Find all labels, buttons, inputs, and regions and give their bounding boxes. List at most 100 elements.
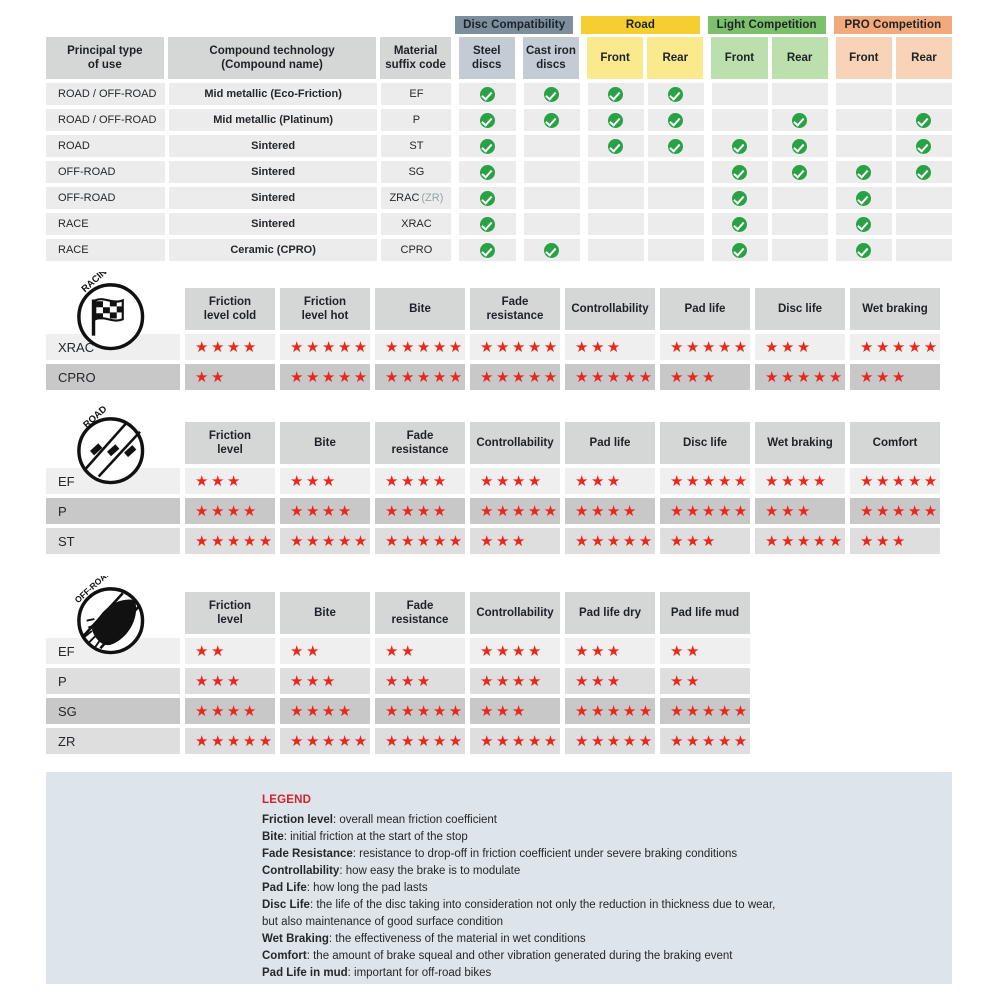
star-rating: ★★★ (575, 338, 623, 356)
column-header-line1: Bite (314, 436, 336, 449)
table-row: ROAD / OFF-ROAD Mid metallic (Eco-Frictio… (46, 83, 952, 105)
star-rating: ★★★★★ (480, 732, 560, 750)
rating-cell: ★★★★★ (280, 528, 370, 554)
check-icon (732, 164, 748, 180)
check-icon (544, 112, 560, 128)
column-header: Disc life (660, 422, 750, 464)
column-header: Comfort (850, 422, 940, 464)
rating-cell: ★★★ (565, 334, 655, 360)
compatibility-group-header-row: Disc Compatibility Road Light Competitio… (46, 16, 953, 34)
header-road-rear: Rear (647, 37, 704, 79)
legend-description: : initial friction at the start of the s… (283, 831, 468, 844)
check-icon (732, 190, 748, 206)
legend-term: Fade Resistance (262, 848, 353, 861)
cell-compound-technology: Sintered (168, 161, 378, 183)
check-icon (792, 112, 808, 128)
legend-title: LEGEND (262, 794, 312, 806)
table-row: P ★★★★ ★★★★ ★★★★ ★★★★★ ★★★★ ★★★★★ ★★★ ★★★★★ (46, 498, 952, 524)
table-row: P ★★★ ★★★ ★★★ ★★★★ ★★★ ★★ (46, 668, 952, 694)
star-rating: ★★★★★ (575, 702, 655, 720)
cell-empty (895, 187, 952, 209)
star-rating: ★★★★★ (575, 368, 655, 386)
cell-empty (711, 109, 768, 131)
star-rating: ★★★★★ (575, 532, 655, 550)
check-icon (668, 138, 684, 154)
road-header-row: Friction level Bite Fade resistance Controlla… (46, 422, 952, 464)
column-header: Friction level (185, 592, 275, 634)
column-header-line1: Pad life dry (579, 606, 641, 619)
rating-cell: ★★★ (850, 364, 940, 390)
cell-principal-type: ROAD / OFF-ROAD (46, 83, 165, 105)
rating-cell: ★★★ (185, 668, 275, 694)
star-rating: ★★★ (765, 502, 813, 520)
star-rating: ★★★★★ (670, 732, 750, 750)
legend-lines: Friction level: overall mean friction co… (262, 812, 952, 982)
header-material-line2: suffix code (385, 59, 446, 71)
cell-compatible-check (771, 135, 828, 157)
header-cast-line2: discs (536, 59, 566, 71)
column-header-line1: Wet braking (767, 436, 833, 449)
offroad-header-row: Friction level Bite Fade resistance Controlla… (46, 592, 952, 634)
column-header: Pad life (660, 288, 750, 330)
star-rating: ★★★★★ (290, 732, 370, 750)
rating-cell: ★★★★ (375, 468, 465, 494)
legend-description: : overall mean friction coefficient (332, 814, 497, 826)
check-icon (792, 138, 808, 154)
cell-compatible-check (459, 239, 516, 261)
check-icon (479, 112, 495, 128)
rating-cell: ★★★★★ (185, 728, 275, 754)
cell-code-suffix: (ZR) (421, 192, 444, 204)
group-spacer-code (377, 16, 447, 34)
column-header: Bite (280, 422, 370, 464)
legend-description: but also maintenance of good surface con… (262, 916, 504, 929)
legend-term: Friction level (262, 814, 333, 826)
check-icon (916, 138, 932, 154)
legend-entry: Bite: initial friction at the start of t… (262, 829, 952, 846)
table-row: EF ★★★ ★★★ ★★★★ ★★★★ ★★★ ★★★★★ ★★★★ ★★★★★ (46, 468, 952, 494)
check-icon (732, 138, 748, 154)
column-header: Controllability (565, 288, 655, 330)
header-principal-type: Principal type of use (46, 37, 164, 79)
compatibility-body: ROAD / OFF-ROAD Mid metallic (Eco-Frictio… (46, 83, 952, 261)
rating-cell: ★★★★★ (850, 334, 940, 360)
star-rating: ★★★★★ (670, 472, 750, 490)
racing-body: XRAC ★★★★ ★★★★★ ★★★★★ ★★★★★ ★★★ ★★★★★ ★★★ ★★★★★ C… (46, 334, 952, 390)
star-rating: ★★★ (290, 672, 338, 690)
rating-cell: ★★★★ (185, 498, 275, 524)
group-spacer-type (46, 16, 163, 34)
rating-cell: ★★★ (565, 638, 655, 664)
check-icon (732, 242, 748, 258)
cell-compatible-check (711, 213, 768, 235)
cell-compatible-check (459, 161, 516, 183)
check-icon (544, 242, 560, 258)
legend-entry: Comfort: the amount of brake squeal and … (262, 948, 952, 965)
cell-empty (895, 239, 952, 261)
rating-cell: ★★★★ (375, 498, 465, 524)
rating-cell: ★★★★★ (850, 468, 940, 494)
star-rating: ★★★ (195, 472, 243, 490)
column-header-line1: Controllability (476, 606, 554, 619)
column-header: Bite (375, 288, 465, 330)
legend-term: Disc Life (262, 899, 310, 912)
legend-entry: Wet Braking: the effectiveness of the ma… (262, 931, 952, 948)
cell-empty (835, 109, 892, 131)
star-rating: ★★ (290, 642, 322, 660)
rating-cell: ★★★★★ (850, 498, 940, 524)
group-light-competition: Light Competition (707, 16, 826, 34)
group-spacer-tech (167, 16, 374, 34)
row-label: P (46, 668, 180, 694)
column-header: Friction level (185, 422, 275, 464)
check-icon (856, 242, 872, 258)
star-rating: ★★★★ (290, 502, 354, 520)
rating-cell: ★★★ (280, 468, 370, 494)
rating-cell: ★★★★★ (660, 334, 750, 360)
rating-cell: ★★★★★ (565, 364, 655, 390)
check-icon (856, 190, 872, 206)
cell-compatible-check (835, 161, 892, 183)
star-rating: ★★★★★ (385, 702, 465, 720)
star-rating: ★★★★ (195, 338, 259, 356)
column-header-line1: Bite (409, 302, 431, 315)
column-header-line1: Bite (314, 606, 336, 619)
star-rating: ★★★★★ (290, 532, 370, 550)
offroad-table: OFF-ROAD Friction level Bite Fade resistance… (46, 576, 952, 758)
